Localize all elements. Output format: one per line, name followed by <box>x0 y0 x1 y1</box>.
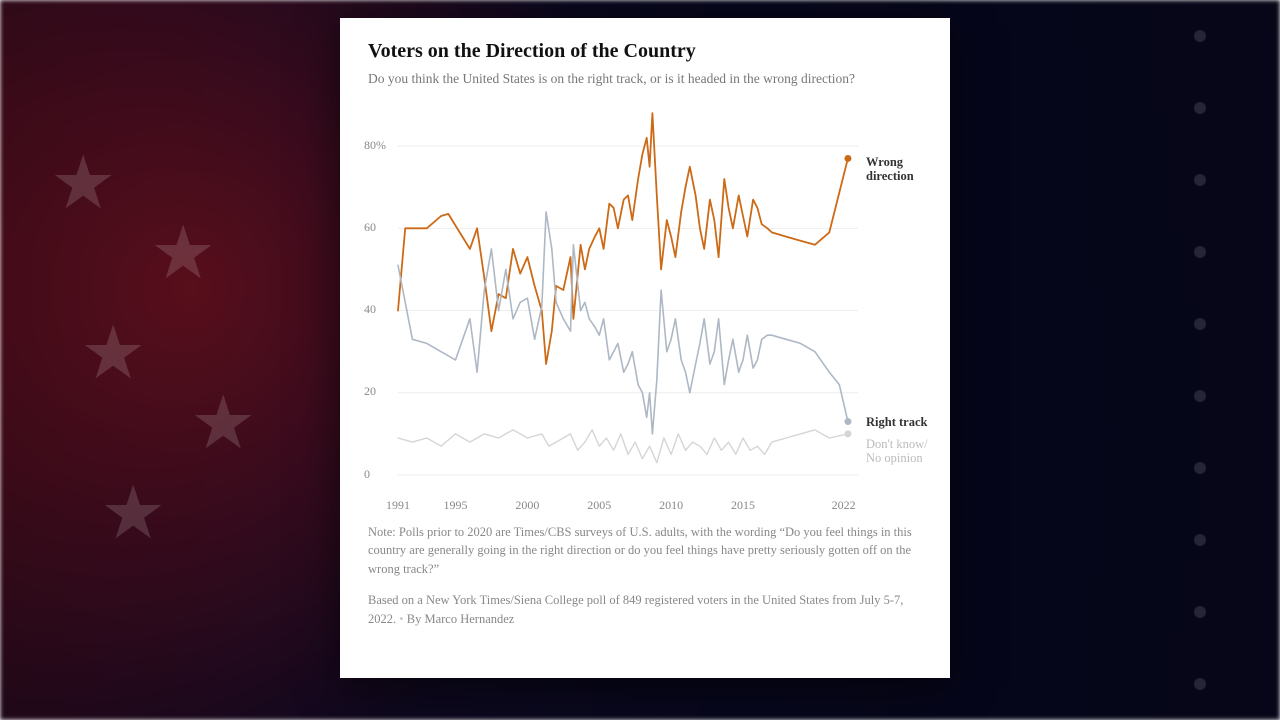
series-end-dk <box>844 430 851 437</box>
label-wrong: Wrongdirection <box>866 155 914 184</box>
y-tick-label: 0 <box>364 467 370 482</box>
x-tick-label: 2000 <box>515 498 539 513</box>
bg-stars: ★★ ★★ ★ <box>40 120 300 580</box>
y-tick-label: 20 <box>364 384 376 399</box>
chart-subtitle: Do you think the United States is on the… <box>368 69 922 89</box>
byline: By Marco Hernandez <box>407 612 515 626</box>
chart-title: Voters on the Direction of the Country <box>368 40 922 63</box>
chart-card: Voters on the Direction of the Country D… <box>340 18 950 678</box>
y-tick-label: 60 <box>364 220 376 235</box>
line-chart: 020406080%1991199520002005201020152022Wr… <box>368 95 928 495</box>
series-end-wrong <box>844 155 851 162</box>
series-wrong <box>398 113 848 364</box>
x-tick-label: 2015 <box>731 498 755 513</box>
label-dk: Don't know/No opinion <box>866 437 928 466</box>
x-tick-label: 1991 <box>386 498 410 513</box>
label-right: Right track <box>866 415 927 429</box>
bg-dots <box>1180 0 1220 720</box>
series-dk <box>398 429 848 462</box>
chart-svg <box>368 95 928 495</box>
x-tick-label: 1995 <box>444 498 468 513</box>
y-tick-label: 40 <box>364 302 376 317</box>
series-right <box>398 211 848 433</box>
chart-source: Based on a New York Times/Siena College … <box>368 591 922 629</box>
series-end-right <box>844 418 851 425</box>
y-tick-label: 80% <box>364 138 386 153</box>
chart-note: Note: Polls prior to 2020 are Times/CBS … <box>368 523 922 579</box>
x-tick-label: 2022 <box>832 498 856 513</box>
x-tick-label: 2005 <box>587 498 611 513</box>
x-tick-label: 2010 <box>659 498 683 513</box>
